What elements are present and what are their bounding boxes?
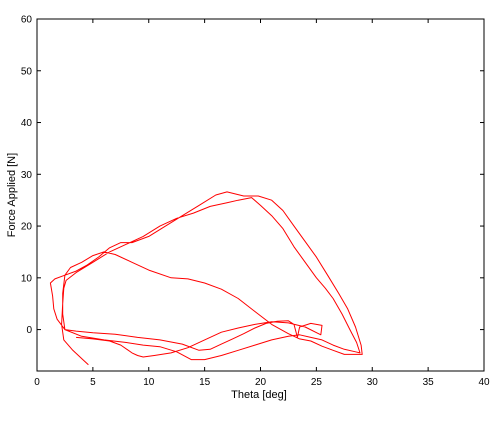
x-tick-label: 10 <box>143 377 155 388</box>
x-tick-label: 30 <box>367 377 379 388</box>
x-tick-label: 20 <box>255 377 267 388</box>
x-axis-label: Theta [deg] <box>231 389 287 401</box>
x-tick-label: 5 <box>90 377 96 388</box>
y-tick-label: 50 <box>21 66 33 77</box>
x-tick-label: 0 <box>34 377 40 388</box>
x-tick-label: 25 <box>311 377 323 388</box>
axes: 0 5 10 15 20 25 30 35 40 0 10 20 30 40 50 60 <box>21 15 490 389</box>
y-axis-label: Force Applied [N] <box>6 153 18 237</box>
series-line-1 <box>49 191 363 366</box>
y-tick-label: 20 <box>21 222 33 233</box>
y-tick-label: 60 <box>21 15 33 26</box>
x-tick-label: 35 <box>423 377 435 388</box>
y-tick-label: 10 <box>21 273 33 284</box>
y-tick-label: 30 <box>21 170 33 181</box>
y-tick-label: 40 <box>21 118 33 129</box>
y-tick-label: 0 <box>26 325 32 336</box>
x-tick-label: 40 <box>478 377 490 388</box>
x-tick-label: 15 <box>199 377 211 388</box>
plot-area <box>49 191 363 366</box>
